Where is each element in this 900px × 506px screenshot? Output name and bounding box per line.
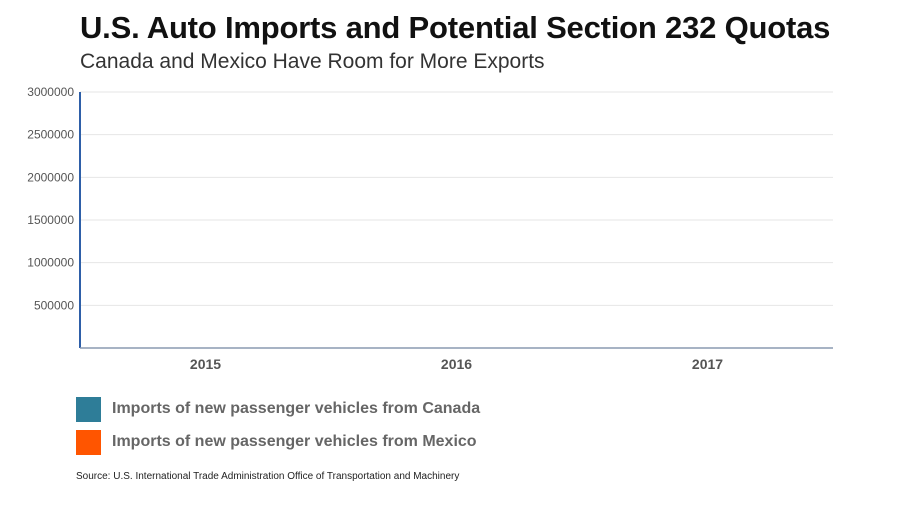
x-axis-tick-labels: 2015 2016 2017 [190, 356, 723, 372]
legend-swatch-mexico [76, 429, 101, 455]
y-tick-label: 500000 [34, 298, 74, 312]
legend-label-mexico: Imports of new passenger vehicles from M… [112, 433, 477, 450]
legend-swatch-canada [76, 396, 101, 422]
y-axis-tick-labels: 500000 1000000 1500000 2000000 2500000 300000… [27, 85, 74, 312]
x-tick-label: 2015 [190, 356, 221, 372]
chart-plot: 500000 1000000 1500000 2000000 2500000 300000… [27, 85, 833, 372]
legend-label-canada: Imports of new passenger vehicles from C… [112, 400, 481, 417]
legend-item-mexico: Imports of new passenger vehicles from M… [76, 429, 480, 455]
legend: Imports of new passenger vehicles from C… [76, 396, 480, 462]
y-tick-label: 3000000 [27, 85, 74, 99]
y-tick-label: 1500000 [27, 213, 74, 227]
y-tick-label: 2500000 [27, 128, 74, 142]
y-tick-label: 2000000 [27, 170, 74, 184]
chart-title: U.S. Auto Imports and Potential Section … [80, 10, 831, 45]
source-note: Source: U.S. International Trade Adminis… [76, 471, 460, 482]
y-tick-label: 1000000 [27, 256, 74, 270]
legend-item-canada: Imports of new passenger vehicles from C… [76, 396, 480, 422]
chart-subtitle: Canada and Mexico Have Room for More Exp… [80, 50, 545, 73]
x-tick-label: 2017 [692, 356, 723, 372]
gridlines [80, 91, 833, 306]
x-tick-label: 2016 [441, 356, 472, 372]
